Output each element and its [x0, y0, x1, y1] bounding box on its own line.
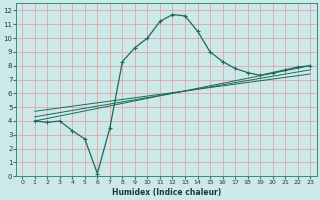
X-axis label: Humidex (Indice chaleur): Humidex (Indice chaleur) — [112, 188, 221, 197]
